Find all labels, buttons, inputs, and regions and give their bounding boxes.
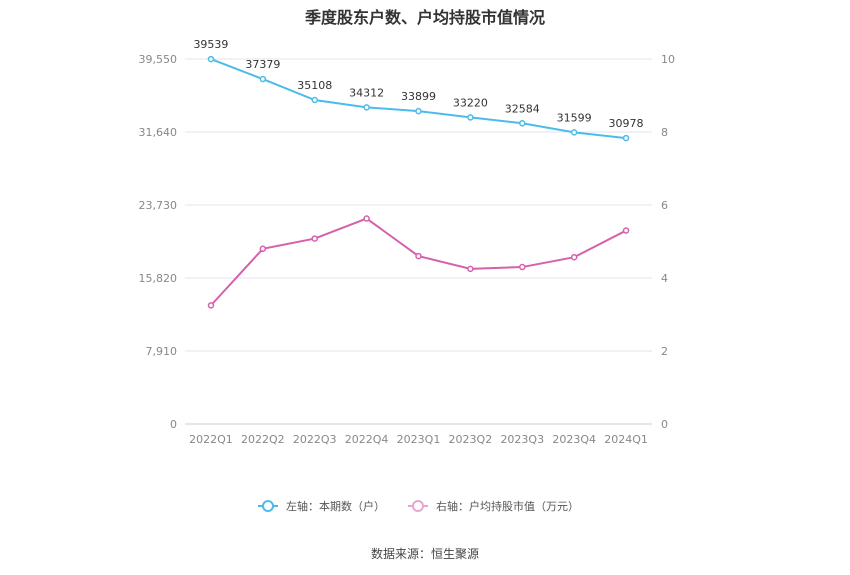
x-tick-label: 2023Q1: [397, 433, 441, 446]
data-point-right: [519, 263, 526, 271]
x-tick-label: 2024Q1: [604, 433, 648, 446]
x-tick-label: 2022Q3: [293, 433, 337, 446]
left-tick-label: 7,910: [146, 345, 178, 358]
right-tick-label: 8: [661, 126, 668, 139]
right-tick-label: 6: [661, 199, 668, 212]
data-label: 35108: [297, 79, 332, 92]
right-tick-label: 10: [661, 53, 675, 66]
data-point-left: [519, 120, 526, 127]
data-label: 39539: [193, 38, 228, 51]
x-tick-label: 2022Q2: [241, 433, 285, 446]
data-point-right: [467, 265, 474, 273]
x-tick-label: 2023Q2: [449, 433, 493, 446]
data-point-right: [207, 302, 215, 309]
right-tick-label: 2: [661, 345, 668, 358]
data-point-left: [467, 114, 474, 121]
data-point-right: [570, 253, 578, 261]
x-tick-label: 2022Q1: [189, 433, 233, 446]
legend-marker-left: [262, 500, 274, 512]
left-tick-label: 31,640: [139, 126, 178, 139]
right-tick-label: 0: [661, 418, 668, 431]
data-label: 30978: [609, 117, 644, 130]
x-tick-label: 2022Q4: [345, 433, 389, 446]
data-point-left: [622, 134, 630, 142]
data-point-right: [415, 252, 422, 260]
data-point-left: [207, 55, 215, 63]
data-label: 32584: [505, 102, 540, 115]
data-point-right: [259, 245, 267, 253]
series-line-right: [210, 217, 627, 307]
left-tick-label: 39,550: [139, 53, 178, 66]
x-tick-label: 2023Q3: [500, 433, 544, 446]
data-point-right: [311, 235, 318, 242]
data-point-left: [363, 104, 370, 111]
data-point-left: [259, 75, 267, 83]
data-label: 33899: [401, 90, 436, 103]
legend-label-left: 左轴：本期数（户）: [286, 499, 385, 513]
data-label: 31599: [557, 111, 592, 124]
data-point-right: [363, 215, 370, 222]
right-tick-label: 4: [661, 272, 668, 285]
left-tick-label: 0: [170, 418, 177, 431]
legend-label-right: 右轴：户均持股市值（万元）: [436, 499, 579, 513]
data-point-left: [570, 129, 578, 136]
data-source: 数据来源：恒生聚源: [370, 547, 479, 561]
data-label: 33220: [453, 96, 488, 109]
x-tick-label: 2023Q4: [552, 433, 596, 446]
chart-title: 季度股东户数、户均持股市值情况: [304, 8, 545, 27]
legend-marker-right: [412, 500, 424, 512]
data-label: 37379: [245, 58, 280, 71]
left-tick-label: 23,730: [139, 199, 178, 212]
data-point-left: [415, 107, 422, 115]
data-point-left: [311, 96, 318, 104]
data-label: 34312: [349, 86, 384, 99]
left-tick-label: 15,820: [139, 272, 178, 285]
data-point-right: [622, 227, 630, 234]
